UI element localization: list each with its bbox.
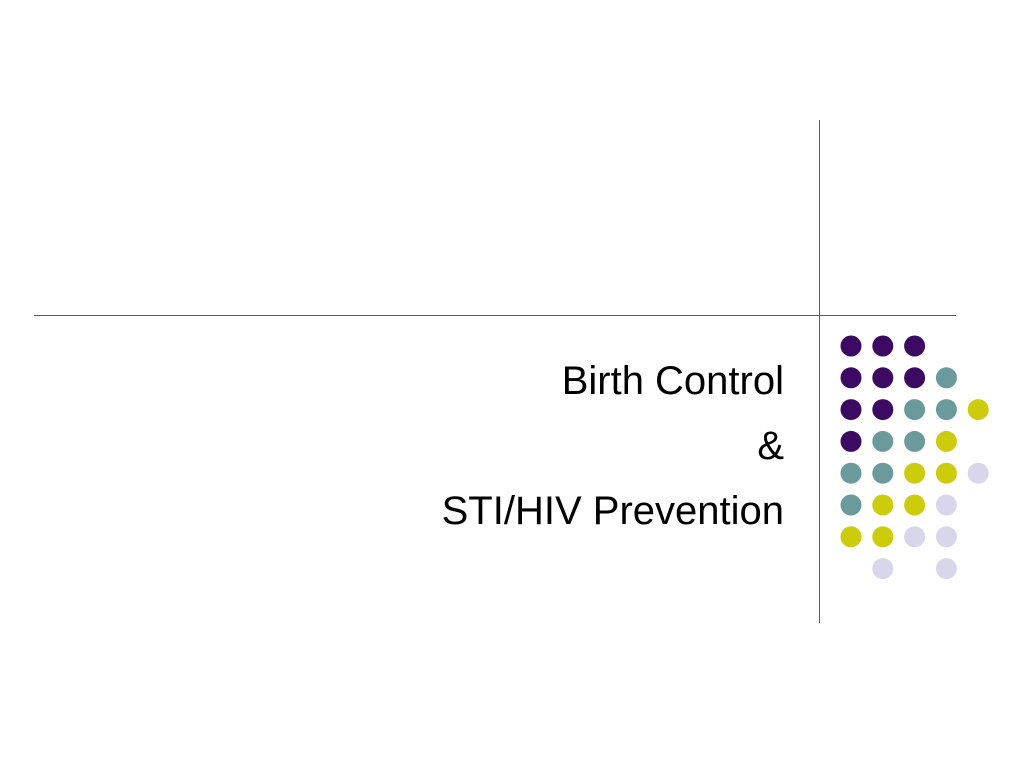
grid-dot (840, 526, 862, 548)
grid-dot (935, 558, 957, 580)
grid-dot (840, 494, 862, 516)
grid-dot (872, 462, 894, 484)
grid-dot (935, 430, 957, 452)
title-line-1: Birth Control (561, 359, 784, 403)
grid-dot (904, 367, 926, 389)
grid-dot (872, 526, 894, 548)
slide-title: Birth Control & STI/HIV Prevention (442, 349, 784, 544)
vertical-divider (819, 120, 820, 623)
grid-dot (935, 526, 957, 548)
grid-dot (872, 399, 894, 421)
grid-dot (840, 335, 862, 357)
grid-dot (872, 335, 894, 357)
grid-dot (967, 462, 989, 484)
grid-dot (935, 399, 957, 421)
grid-dot (872, 558, 894, 580)
grid-dot (904, 399, 926, 421)
grid-dot (967, 399, 989, 421)
grid-dot (904, 335, 926, 357)
grid-dot (904, 526, 926, 548)
horizontal-divider (34, 315, 956, 316)
grid-dot (840, 462, 862, 484)
grid-dot (840, 430, 862, 452)
grid-dot (872, 430, 894, 452)
grid-dot (935, 494, 957, 516)
grid-dot (872, 367, 894, 389)
title-line-3: STI/HIV Prevention (441, 489, 784, 533)
title-line-2: & (757, 424, 784, 468)
grid-dot (904, 494, 926, 516)
grid-dot (840, 399, 862, 421)
grid-dot (935, 462, 957, 484)
grid-dot (904, 462, 926, 484)
grid-dot (840, 367, 862, 389)
grid-dot (904, 430, 926, 452)
grid-dot (935, 367, 957, 389)
grid-dot (872, 494, 894, 516)
